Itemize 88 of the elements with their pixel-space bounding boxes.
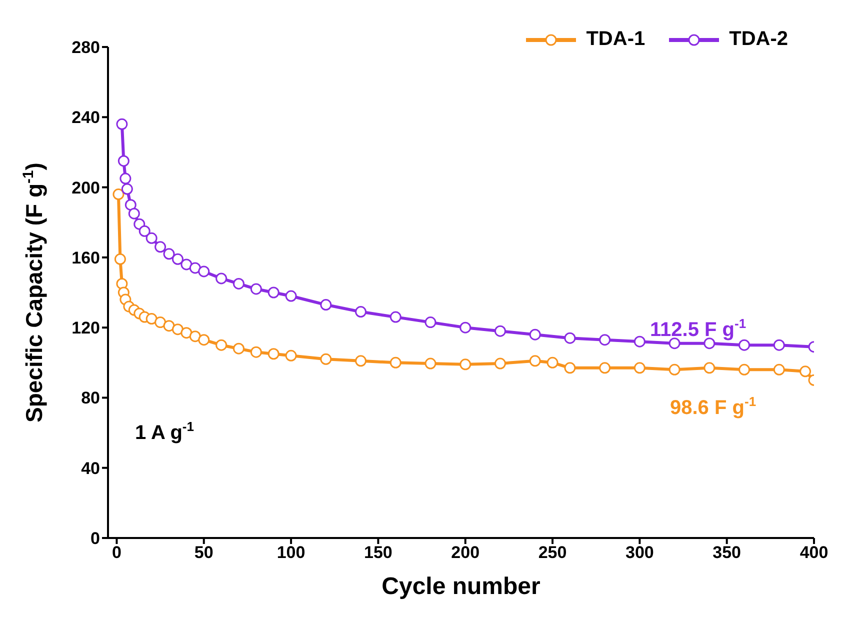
point: [198, 266, 210, 278]
point: [268, 348, 280, 360]
point: [738, 339, 750, 351]
y-axis-title: Specific Capacity (F g-1): [20, 162, 47, 422]
point: [172, 253, 184, 265]
x-tick-label: 150: [364, 543, 392, 562]
point: [180, 258, 192, 270]
point: [546, 356, 558, 368]
x-tick-label: 0: [112, 543, 122, 562]
point: [494, 358, 506, 370]
x-tick-label: 100: [276, 543, 306, 562]
y-tick-label: 40: [81, 458, 100, 478]
annotation: 1 A g$^{-1}$: [135, 419, 194, 444]
point: [121, 183, 133, 195]
point: [355, 355, 367, 367]
point: [250, 346, 262, 358]
x-axis-title: Cycle number: [382, 573, 540, 600]
point: [424, 316, 436, 328]
point: [138, 225, 150, 237]
point: [216, 339, 228, 351]
point: [529, 328, 541, 340]
point: [120, 172, 132, 184]
annotation: 98.6 F g$^{-1}$: [670, 394, 756, 419]
x-tick-label: 400: [800, 543, 828, 562]
point: [564, 332, 576, 344]
legend-label: TDA-1: [586, 28, 646, 51]
point: [773, 339, 785, 351]
point: [460, 322, 472, 334]
point: [599, 362, 611, 374]
point: [232, 342, 244, 354]
y-tick-label: 120: [72, 318, 100, 338]
x-tick-label: 300: [625, 543, 654, 562]
point: [668, 364, 680, 376]
point: [198, 334, 210, 346]
point: [154, 316, 166, 328]
legend-label: TDA-2: [729, 28, 788, 51]
point: [704, 338, 716, 350]
x-tick-label: 250: [538, 543, 567, 562]
point: [529, 355, 541, 367]
y-tick-label: 240: [72, 108, 100, 128]
point: [128, 208, 140, 220]
point: [599, 334, 611, 346]
point: [634, 336, 646, 348]
point: [189, 330, 201, 342]
annotation: 112.5 F g$^{-1}$: [650, 316, 746, 341]
y-tick-label: 160: [72, 248, 100, 268]
point: [704, 362, 716, 374]
point: [738, 364, 750, 376]
point: [634, 362, 646, 374]
point: [232, 278, 244, 290]
point: [189, 262, 201, 274]
point: [112, 188, 124, 200]
point: [163, 248, 175, 260]
point: [668, 338, 680, 350]
point: [216, 272, 228, 284]
point: [154, 241, 166, 253]
x-tick-label: 50: [194, 543, 214, 562]
point: [355, 306, 367, 318]
point: [285, 350, 297, 362]
x-tick-label: 350: [712, 543, 742, 562]
point: [118, 155, 130, 167]
y-tick-label: 0: [90, 529, 100, 548]
point: [494, 325, 506, 337]
y-tick-label: 80: [81, 388, 100, 408]
point: [390, 356, 402, 368]
point: [163, 320, 175, 332]
point: [320, 299, 332, 311]
point: [564, 362, 576, 374]
point: [250, 283, 262, 295]
point: [268, 286, 280, 298]
point: [285, 290, 297, 302]
point: [390, 311, 402, 323]
point: [172, 324, 184, 336]
point: [116, 118, 128, 130]
y-tick-label: 200: [72, 178, 100, 198]
point: [146, 232, 158, 244]
x-tick-label: 200: [451, 543, 480, 562]
point: [180, 327, 192, 339]
point: [424, 358, 436, 370]
point: [114, 253, 126, 265]
point: [116, 278, 128, 290]
point: [146, 313, 158, 325]
point: [460, 358, 472, 370]
point: [773, 364, 785, 376]
point: [124, 199, 136, 211]
point: [320, 353, 332, 365]
y-tick-label: 280: [72, 38, 100, 58]
point: [800, 366, 812, 378]
